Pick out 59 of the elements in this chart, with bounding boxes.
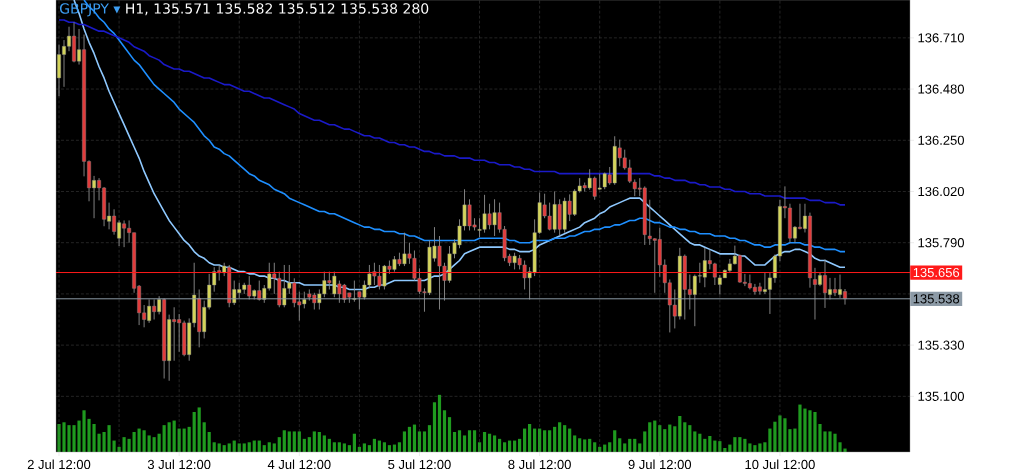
bar [613,430,617,452]
bar [322,435,326,452]
bar [442,410,447,452]
bar [553,426,557,452]
bar [543,430,547,452]
bar [467,430,472,452]
bar [282,430,286,452]
bar [462,435,467,452]
bar [678,416,682,452]
bar [142,430,146,452]
bar [402,431,407,452]
bar [202,422,206,452]
ref-line-label: 135.656 [913,267,960,278]
bar [492,435,497,452]
x-tick-label: 9 Jul 12:00 [628,459,692,470]
bar [673,426,677,452]
ref-line-label: 135.538 [913,294,960,304]
bar [187,426,191,452]
chart-subtitle: H1, 135.571 135.582 135.512 135.538 280 [126,3,429,16]
bar [192,412,196,452]
bar [548,430,552,452]
bar [583,439,587,452]
bar [558,422,562,452]
y-tick-label: 136.480 [918,84,964,94]
y-tick-label: 135.100 [918,391,964,401]
x-tick-label: 10 Jul 12:00 [745,459,815,470]
bar [287,431,291,452]
x-tick-label: 8 Jul 12:00 [508,459,571,470]
bar [563,425,567,452]
x-tick-label: 4 Jul 12:00 [267,459,331,470]
bar [312,431,316,452]
bar [167,422,171,452]
bar [693,431,697,452]
y-tick-label: 136.710 [918,33,964,43]
bar [663,429,667,452]
bar [427,425,432,452]
bar [432,402,437,452]
x-tick-label: 3 Jul 12:00 [147,459,211,470]
bar [292,431,296,452]
bar [147,435,151,452]
bar [688,425,692,452]
bar [447,417,452,452]
bar [422,431,427,452]
bar [472,430,477,452]
bar [648,422,652,452]
bar [457,430,462,452]
bar [683,422,687,452]
bar [643,431,647,452]
x-tick-label: 2 Jul 12:00 [27,459,91,470]
y-tick-label: 136.020 [918,186,964,197]
bar [573,435,577,452]
y-tick-label: 135.790 [918,238,964,248]
bar [437,394,442,452]
bar [197,407,201,452]
bar [162,425,166,452]
y-tick-label: 136.250 [918,135,964,145]
x-tick-label: 5 Jul 12:00 [388,459,451,470]
y-tick-label: 135.330 [918,340,964,350]
bar [528,424,532,452]
